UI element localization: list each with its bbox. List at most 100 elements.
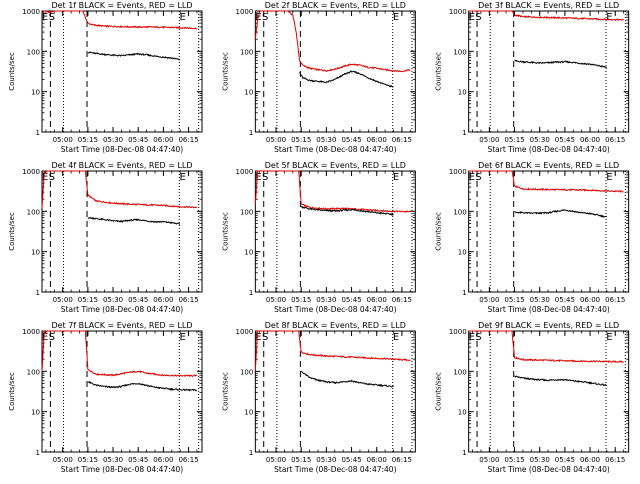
x-tick-label: 05:15 [504,456,524,464]
x-axis-label: Start Time (08-Dec-08 04:47:40) [61,305,183,314]
marker-label: E [606,172,612,183]
plot-frame [254,10,416,133]
series-line-lld [41,330,198,378]
series-line-lld [254,170,411,213]
marker-label: E [469,172,475,183]
marker-label: S [49,12,55,23]
y-tick-label: 1000 [449,8,467,16]
x-tick-label: 05:00 [53,296,73,304]
y-tick-label: 1 [36,129,40,137]
panel-title: Det 4f BLACK = Events, RED = LLD [51,161,192,170]
y-tick-label: 10 [31,89,40,97]
panel-8: Det 8f BLACK = Events, RED = LLD 1 10 100 10… [221,321,416,474]
x-tick-label: 05:45 [341,136,361,144]
series-line-lld [41,10,198,30]
plot-frame [254,170,416,293]
y-tick-label: 100 [27,208,40,216]
y-tick-label: 100 [240,208,253,216]
y-tick-label: 1 [462,289,466,297]
series-line-events [300,370,394,388]
y-tick-label: 1 [36,449,40,457]
y-axis-label: Counts/sec [8,52,16,91]
x-tick-label: 05:45 [555,136,575,144]
series-line-events [299,70,394,88]
y-tick-label: 10 [244,249,253,257]
y-tick-label: 1000 [236,328,254,336]
x-tick-label: 05:30 [316,136,336,144]
series-line-events [87,51,181,61]
x-tick-label: 05:45 [341,456,361,464]
x-tick-label: 05:45 [128,456,148,464]
marker-label: E [180,12,186,23]
x-tick-label: 06:00 [153,136,173,144]
marker-label: E [393,332,399,343]
y-tick-label: 10 [458,249,467,257]
y-tick-label: 10 [458,89,467,97]
y-tick-label: 1 [249,289,253,297]
x-tick-label: 06:15 [178,136,198,144]
series-line-lld [468,10,624,22]
panel-title: Det 1f BLACK = Events, RED = LLD [51,1,192,10]
marker-label: S [475,12,481,23]
x-tick-label: 05:15 [504,136,524,144]
series-line-lld [468,170,624,194]
series-line-lld [41,170,198,209]
panel-title: Det 8f BLACK = Events, RED = LLD [265,321,406,330]
y-tick-label: 10 [244,409,253,417]
marker-label: S [475,332,481,343]
panel-title: Det 3f BLACK = Events, RED = LLD [478,1,619,10]
x-axis-label: Start Time (08-Dec-08 04:47:40) [274,305,396,314]
y-tick-label: 1000 [449,168,467,176]
x-axis-label: Start Time (08-Dec-08 04:47:40) [61,465,183,474]
panel-9: Det 9f BLACK = Events, RED = LLD 1 10 100 10… [435,321,630,474]
x-tick-label: 06:00 [367,136,387,144]
x-tick-label: 05:00 [53,456,73,464]
marker-label: S [262,332,268,343]
y-tick-label: 1000 [236,168,254,176]
x-axis-label: Start Time (08-Dec-08 04:47:40) [487,305,609,314]
x-tick-label: 06:00 [367,456,387,464]
x-axis-label: Start Time (08-Dec-08 04:47:40) [61,145,183,154]
marker-label: E [393,172,399,183]
y-tick-label: 10 [458,409,467,417]
x-tick-label: 05:00 [479,296,499,304]
x-tick-label: 05:00 [479,456,499,464]
panel-title: Det 2f BLACK = Events, RED = LLD [265,1,406,10]
y-tick-label: 1 [249,129,253,137]
x-tick-label: 05:00 [266,296,286,304]
x-tick-label: 05:30 [103,136,123,144]
series-line-lld [254,10,411,73]
x-tick-label: 05:45 [128,296,148,304]
x-axis-label: Start Time (08-Dec-08 04:47:40) [487,145,609,154]
panel-title: Det 7f BLACK = Events, RED = LLD [51,321,192,330]
y-tick-label: 1000 [22,168,40,176]
series-line-events [514,209,608,218]
y-axis-label: Counts/sec [8,212,16,251]
marker-label: E [606,12,612,23]
marker-label: S [475,172,481,183]
panel-6: Det 6f BLACK = Events, RED = LLD 1 10 100 10… [435,161,630,314]
y-axis-label: Counts/sec [435,212,443,251]
marker-label: S [262,12,268,23]
x-tick-label: 05:15 [291,136,311,144]
x-tick-label: 05:30 [316,296,336,304]
series-line-events [87,216,181,225]
panel-3: Det 3f BLACK = Events, RED = LLD 1 10 100 10… [435,1,630,154]
plot-frame [254,330,416,453]
x-tick-label: 05:30 [316,456,336,464]
marker-label: S [49,172,55,183]
panel-4: Det 4f BLACK = Events, RED = LLD 1 10 100 10… [8,161,203,314]
x-tick-label: 05:00 [266,136,286,144]
x-tick-label: 06:15 [605,456,625,464]
x-tick-label: 05:45 [555,296,575,304]
marker-label: E [180,332,186,343]
y-tick-label: 100 [240,368,253,376]
x-tick-label: 06:15 [605,136,625,144]
x-tick-label: 06:00 [153,456,173,464]
plot-frame [468,170,630,293]
series-line-events [87,381,198,392]
x-tick-label: 05:00 [479,136,499,144]
marker-label: E [393,12,399,23]
